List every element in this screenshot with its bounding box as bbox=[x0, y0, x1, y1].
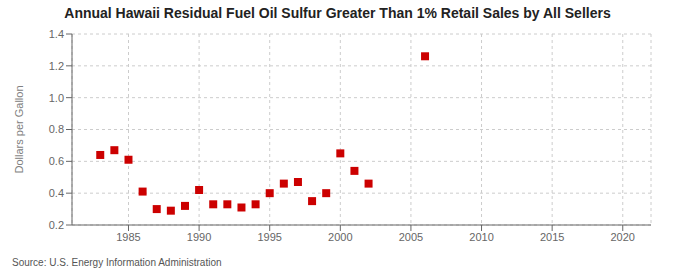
svg-text:1.0: 1.0 bbox=[49, 92, 64, 104]
svg-text:1995: 1995 bbox=[257, 231, 281, 243]
svg-text:1990: 1990 bbox=[187, 231, 211, 243]
svg-text:0.8: 0.8 bbox=[49, 123, 64, 135]
svg-text:0.4: 0.4 bbox=[49, 187, 64, 199]
svg-text:0.2: 0.2 bbox=[49, 219, 64, 231]
svg-text:1.4: 1.4 bbox=[49, 28, 64, 40]
html-text:Annual Hawaii Residual Fuel Oi: Annual Hawaii Residual Fuel Oil Sulfur G… bbox=[64, 5, 611, 21]
svg-text:Dollars per Gallon: Dollars per Gallon bbox=[13, 85, 25, 173]
svg-text:2020: 2020 bbox=[611, 231, 635, 243]
svg-text:2015: 2015 bbox=[540, 231, 564, 243]
svg-text:2005: 2005 bbox=[399, 231, 423, 243]
svg-text:1985: 1985 bbox=[116, 231, 140, 243]
svg-text:1.2: 1.2 bbox=[49, 60, 64, 72]
svg-text:0.6: 0.6 bbox=[49, 155, 64, 167]
svg-text:2010: 2010 bbox=[469, 231, 493, 243]
svg-text:2000: 2000 bbox=[328, 231, 352, 243]
html-text:Source: U.S. Energy Informatio: Source: U.S. Energy Information Administ… bbox=[12, 257, 222, 268]
